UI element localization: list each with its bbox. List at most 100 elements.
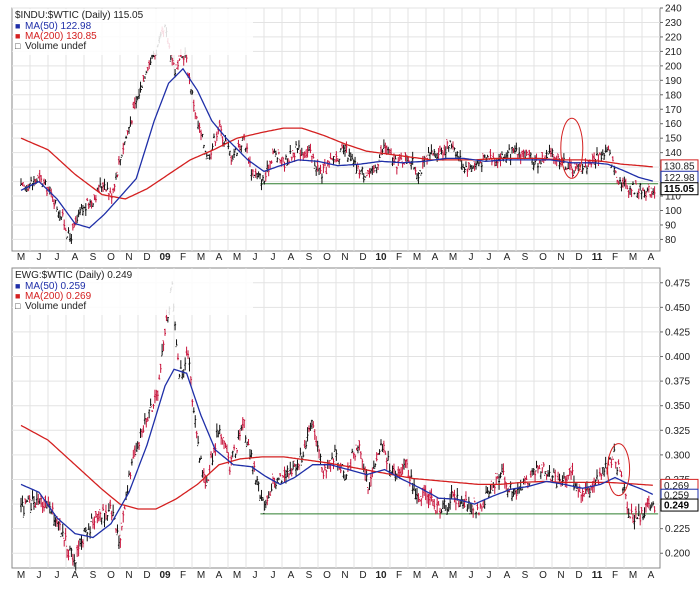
x-tick-label: A: [216, 252, 223, 263]
x-tick-label: A: [432, 570, 439, 581]
x-tick-label: J: [271, 252, 276, 263]
x-tick-label: J: [253, 570, 258, 581]
last-value-box: [660, 182, 699, 196]
legend-label: MA(50) 122.98: [25, 21, 92, 32]
x-tick-label: A: [288, 570, 295, 581]
y-tick-label: 180: [665, 90, 682, 101]
x-tick-label: N: [341, 252, 348, 263]
x-tick-label: 09: [159, 570, 171, 581]
x-tick-label: M: [233, 252, 241, 263]
x-tick-label: N: [125, 570, 132, 581]
annotation-ellipse: [560, 117, 584, 179]
legend-swatch: □: [15, 301, 21, 311]
last-value-box: [660, 498, 699, 512]
y-tick-label: 90: [665, 220, 677, 231]
x-tick-label: M: [17, 252, 25, 263]
x-tick-label: F: [180, 570, 186, 581]
x-tick-label: M: [449, 570, 457, 581]
x-tick-label: A: [504, 570, 511, 581]
y-tick-label: 220: [665, 32, 682, 43]
y-tick-label: 80: [665, 235, 677, 246]
x-tick-label: A: [432, 252, 439, 263]
x-tick-label: O: [539, 570, 547, 581]
x-tick-label: O: [539, 252, 547, 263]
annotation-ellipse: [607, 443, 631, 497]
x-tick-label: J: [487, 570, 492, 581]
x-tick-label: D: [359, 252, 366, 263]
x-tick-label: M: [629, 570, 637, 581]
x-tick-label: S: [522, 252, 529, 263]
legend-swatch: ■: [15, 21, 20, 31]
x-tick-label: M: [449, 252, 457, 263]
x-tick-label: M: [197, 570, 205, 581]
chart-title: EWG:$WTIC (Daily) 0.249: [15, 270, 133, 281]
legend-label: Volume undef: [25, 301, 86, 312]
x-tick-label: 11: [592, 252, 603, 263]
x-tick-label: F: [396, 252, 402, 263]
y-tick-label: 0.300: [665, 450, 690, 461]
y-tick-label: 170: [665, 105, 682, 116]
y-tick-label: 0.225: [665, 524, 690, 535]
x-tick-label: J: [55, 570, 60, 581]
x-tick-label: J: [487, 252, 492, 263]
x-tick-label: M: [233, 570, 241, 581]
x-tick-label: F: [180, 252, 186, 263]
y-tick-label: 110: [665, 192, 681, 203]
x-tick-label: M: [413, 252, 421, 263]
x-tick-label: M: [629, 252, 637, 263]
x-tick-label: O: [323, 252, 331, 263]
x-tick-label: D: [143, 570, 150, 581]
y-tick-label: 210: [665, 47, 682, 58]
y-tick-label: 0.425: [665, 327, 690, 338]
x-tick-label: A: [648, 570, 655, 581]
x-tick-label: M: [17, 570, 25, 581]
y-tick-label: 0.350: [665, 401, 690, 412]
y-tick-label: 150: [665, 134, 682, 145]
x-tick-label: 09: [159, 252, 171, 263]
x-tick-label: A: [288, 252, 295, 263]
legend-swatch: ■: [15, 291, 20, 301]
x-tick-label: O: [107, 570, 115, 581]
last-value-label: 0.269: [664, 481, 689, 492]
last-value-label: 0.259: [664, 491, 689, 502]
x-tick-label: J: [253, 252, 258, 263]
legend-bg: [13, 9, 253, 55]
x-tick-label: F: [396, 570, 402, 581]
x-tick-label: S: [306, 570, 313, 581]
x-tick-label: S: [522, 570, 529, 581]
x-tick-label: N: [125, 252, 132, 263]
legend-label: MA(200) 0.269: [25, 291, 92, 302]
y-tick-label: 0.475: [665, 278, 690, 289]
x-tick-label: J: [37, 252, 42, 263]
last-value-label: 0.249: [664, 501, 689, 512]
x-tick-label: 11: [592, 570, 603, 581]
ma50-line: [20, 368, 654, 539]
y-tick-label: 100: [665, 206, 682, 217]
x-tick-label: D: [143, 252, 150, 263]
y-tick-label: 0.450: [665, 303, 690, 314]
x-tick-label: M: [413, 570, 421, 581]
x-tick-label: N: [341, 570, 348, 581]
y-tick-label: 140: [665, 148, 682, 159]
x-tick-label: F: [612, 570, 618, 581]
x-tick-label: J: [271, 570, 276, 581]
x-tick-label: J: [55, 252, 60, 263]
x-tick-label: J: [469, 570, 474, 581]
last-value-label: 122.98: [664, 173, 695, 184]
y-tick-label: 0.325: [665, 426, 690, 437]
x-tick-label: S: [306, 252, 313, 263]
x-tick-label: D: [575, 252, 582, 263]
chart-title: $INDU:$WTIC (Daily) 115.05: [15, 10, 144, 21]
last-value-label: 130.85: [664, 161, 695, 172]
x-tick-label: N: [557, 252, 564, 263]
legend-swatch: ■: [15, 281, 20, 291]
x-tick-label: 10: [375, 570, 387, 581]
y-tick-label: 230: [665, 18, 682, 29]
y-tick-label: 0.375: [665, 377, 690, 388]
x-tick-label: A: [648, 252, 655, 263]
x-tick-label: S: [90, 252, 97, 263]
y-tick-label: 200: [665, 61, 682, 72]
x-tick-label: N: [557, 570, 564, 581]
x-tick-label: A: [72, 570, 79, 581]
